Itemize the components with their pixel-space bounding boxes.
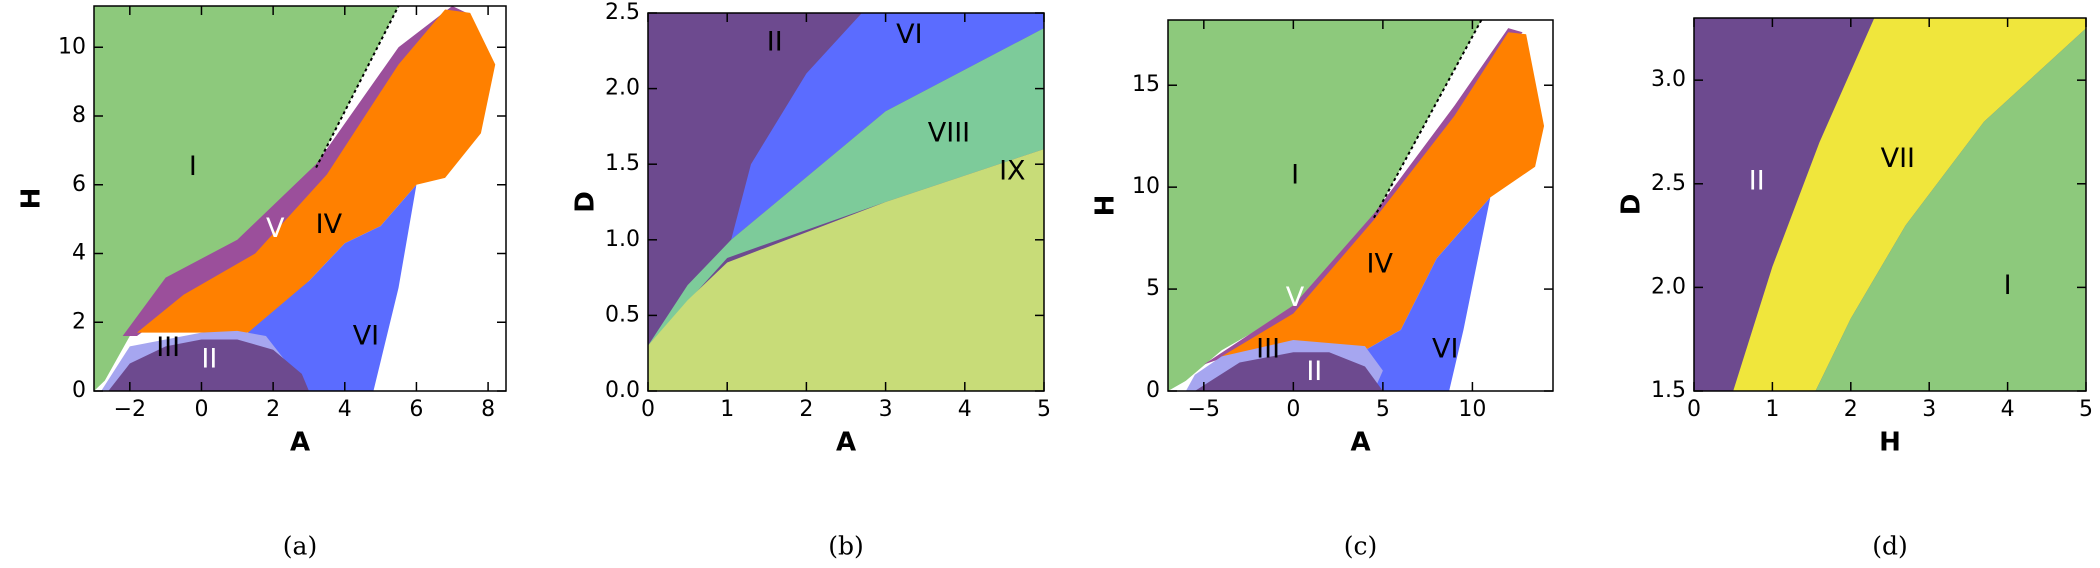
x-axis-title: A: [290, 428, 310, 458]
y-tick-label: 1.0: [605, 227, 640, 252]
region: [1194, 352, 1383, 391]
region: [136, 9, 496, 333]
region: [1168, 20, 1482, 391]
y-tick-label: 0.0: [605, 378, 640, 403]
y-tick-label: 4: [72, 241, 86, 266]
x-tick-label: 1: [1765, 397, 1779, 422]
y-tick-label: 2.5: [1651, 171, 1686, 196]
x-tick-label: 5: [1037, 397, 1051, 422]
y-tick-label: 0: [72, 378, 86, 403]
x-tick-label: 3: [879, 397, 893, 422]
x-tick-label: 2: [1844, 397, 1858, 422]
region-label: II: [1749, 166, 1765, 197]
plot-frame: [647, 12, 1045, 392]
caption: (c): [1344, 532, 1378, 561]
x-axis-title: A: [1350, 428, 1370, 458]
x-tick-label: 2: [266, 397, 280, 422]
region: [648, 149, 1044, 391]
x-tick-label: 8: [481, 397, 495, 422]
y-tick-label: 3.0: [1651, 67, 1686, 92]
x-tick-label: 5: [1376, 397, 1390, 422]
region-label: II: [767, 27, 783, 58]
y-tick-label: 0.5: [605, 302, 640, 327]
region: [731, 13, 1044, 240]
y-tick-label: 10: [58, 34, 86, 59]
region: [1733, 18, 2086, 391]
region-label: II: [1306, 356, 1322, 387]
plot-frame: [1167, 19, 1554, 392]
region-label: I: [2004, 270, 2012, 301]
region-label: V: [266, 213, 285, 244]
x-axis-title: A: [836, 428, 856, 458]
region: [1347, 197, 1491, 391]
x-tick-label: 5: [2079, 397, 2093, 422]
region: [648, 28, 1044, 346]
x-tick-label: −5: [1188, 397, 1220, 422]
plot-frame: [93, 5, 507, 392]
y-axis-title: H: [1091, 195, 1121, 217]
x-tick-label: 4: [338, 397, 352, 422]
region: [1221, 32, 1545, 357]
caption: (d): [1872, 532, 1908, 561]
region-label: VIII: [928, 117, 970, 148]
region-label: IV: [1367, 248, 1394, 279]
region: [122, 6, 467, 336]
region-label: VI: [896, 19, 922, 50]
region: [108, 339, 309, 391]
x-tick-label: 0: [641, 397, 655, 422]
region-label: VI: [1432, 334, 1458, 365]
region-label: VI: [353, 321, 379, 352]
x-tick-label: −2: [114, 397, 146, 422]
region-label: V: [1286, 282, 1305, 313]
x-tick-label: 1: [720, 397, 734, 422]
y-tick-label: 2: [72, 309, 86, 334]
x-tick-label: 4: [2001, 397, 2015, 422]
y-axis-title: D: [1617, 194, 1647, 216]
y-tick-label: 2.0: [1651, 274, 1686, 299]
x-tick-label: 10: [1458, 397, 1486, 422]
plot-frame: [1693, 17, 2087, 392]
y-tick-label: 5: [1146, 276, 1160, 301]
caption: (b): [828, 532, 864, 561]
region-label: III: [1256, 334, 1280, 365]
y-tick-label: 1.5: [605, 151, 640, 176]
y-axis-title: H: [17, 188, 47, 210]
y-tick-label: 2.0: [605, 76, 640, 101]
x-tick-label: 2: [799, 397, 813, 422]
region-label: I: [1291, 159, 1299, 190]
region-label: III: [156, 332, 180, 363]
x-tick-label: 3: [1922, 397, 1936, 422]
region-label: IV: [316, 209, 343, 240]
y-tick-label: 6: [72, 172, 86, 197]
region: [1815, 28, 2086, 391]
x-tick-label: 4: [958, 397, 972, 422]
region-label: IX: [999, 155, 1025, 186]
x-axis-title: H: [1879, 428, 1901, 458]
region: [94, 6, 399, 391]
boundary-line: [315, 5, 400, 169]
y-axis-title: D: [571, 191, 601, 213]
region-label: I: [189, 151, 197, 182]
region-label: VII: [1881, 143, 1915, 174]
region: [248, 184, 417, 391]
y-tick-label: 2.5: [605, 0, 640, 25]
x-tick-label: 0: [194, 397, 208, 422]
y-tick-label: 15: [1132, 72, 1160, 97]
region-label: II: [201, 344, 217, 375]
y-tick-label: 0: [1146, 378, 1160, 403]
y-tick-label: 10: [1132, 174, 1160, 199]
caption: (a): [283, 532, 317, 561]
x-tick-label: 0: [1687, 397, 1701, 422]
boundary-line: [1373, 19, 1483, 219]
y-tick-label: 1.5: [1651, 378, 1686, 403]
y-tick-label: 8: [72, 103, 86, 128]
x-tick-label: 0: [1286, 397, 1300, 422]
x-tick-label: 6: [409, 397, 423, 422]
